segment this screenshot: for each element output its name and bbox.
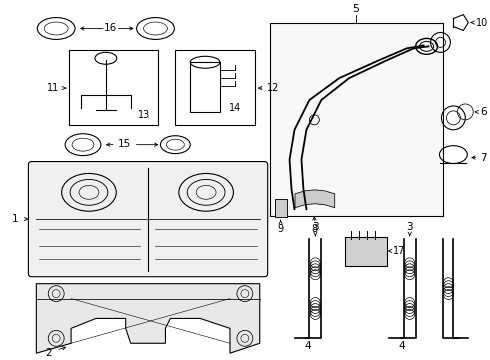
- Text: 1: 1: [12, 214, 19, 224]
- Text: 3: 3: [312, 222, 318, 232]
- Text: 8: 8: [311, 224, 318, 234]
- FancyBboxPatch shape: [28, 162, 268, 277]
- Text: 2: 2: [45, 348, 51, 358]
- Text: 9: 9: [277, 224, 284, 234]
- Bar: [275, 199, 287, 217]
- Text: 13: 13: [138, 110, 150, 120]
- Text: 4: 4: [304, 341, 311, 351]
- Bar: [190, 62, 220, 112]
- Bar: [270, 23, 443, 216]
- Text: 5: 5: [353, 4, 360, 14]
- Text: 12: 12: [267, 83, 279, 93]
- Text: 11: 11: [47, 83, 59, 93]
- Text: 17: 17: [392, 246, 405, 256]
- Text: 7: 7: [480, 153, 487, 163]
- Bar: [175, 50, 255, 125]
- Text: 10: 10: [476, 18, 489, 27]
- FancyBboxPatch shape: [345, 237, 387, 266]
- Text: 6: 6: [480, 107, 487, 117]
- Text: 4: 4: [398, 341, 405, 351]
- Polygon shape: [36, 284, 260, 353]
- Text: 3: 3: [406, 222, 413, 232]
- Text: 16: 16: [104, 23, 118, 32]
- Bar: [69, 50, 158, 125]
- Text: 15: 15: [118, 139, 131, 149]
- Text: 14: 14: [229, 103, 241, 113]
